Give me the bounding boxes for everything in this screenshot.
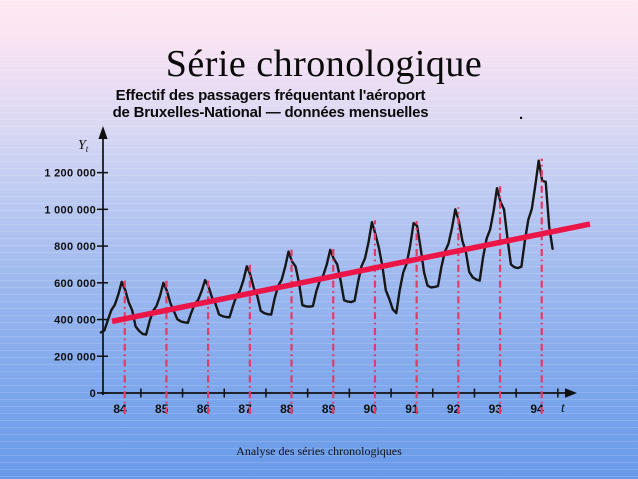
x-year-label: 86 [197, 402, 211, 416]
subtitle-line-1: Effectif des passagers fréquentant l'aér… [115, 87, 426, 104]
x-year-label: 88 [280, 402, 294, 416]
y-tick-label: 1 200 000 [44, 168, 96, 180]
x-year-label: 91 [405, 402, 419, 416]
y-tick-label: 600 000 [54, 278, 96, 290]
y-tick-label: 0 [90, 388, 96, 400]
x-year-label: 94 [530, 402, 544, 416]
y-tick-label: 200 000 [54, 351, 96, 363]
subtitle-line-2: de Bruxelles-National — données mensuell… [112, 103, 429, 121]
x-year-label: 89 [322, 402, 336, 416]
x-axis-title: t [561, 401, 566, 416]
x-year-label: 87 [238, 402, 252, 416]
y-axis-title: Yt [78, 138, 89, 154]
y-axis-arrow-icon [98, 126, 108, 139]
x-year-label: 84 [113, 402, 127, 416]
x-year-label: 92 [447, 402, 461, 416]
x-year-label: 85 [155, 402, 169, 416]
subtitle-trailing-dot: . [519, 106, 524, 123]
y-tick-label: 800 000 [54, 241, 96, 253]
x-year-label: 90 [364, 402, 378, 416]
x-year-label: 93 [489, 402, 503, 416]
slide-title: Série chronologique [165, 43, 483, 85]
y-tick-label: 1 000 000 [44, 204, 96, 216]
x-axis-arrow-icon [565, 388, 577, 398]
trend-line [111, 221, 591, 325]
data-curve [99, 159, 554, 336]
y-tick-label: 400 000 [54, 315, 96, 327]
slide-footer: Analyse des séries chronologiques [236, 444, 402, 458]
chart-subtitle: Effectif des passagers fréquentant l'aér… [0, 87, 541, 121]
